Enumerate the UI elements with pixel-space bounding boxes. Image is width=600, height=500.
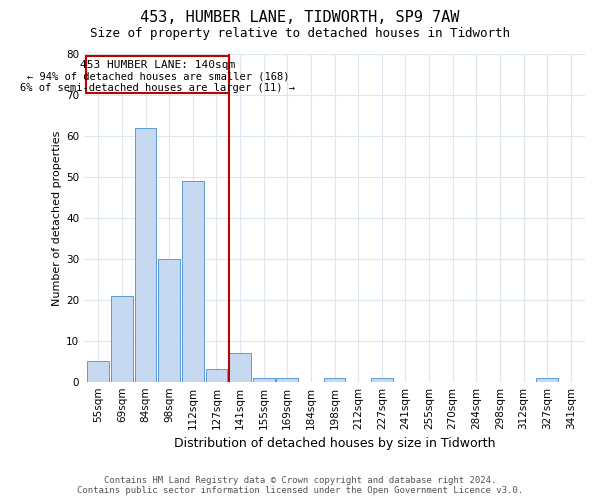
Y-axis label: Number of detached properties: Number of detached properties xyxy=(52,130,62,306)
Bar xyxy=(536,378,558,382)
Bar xyxy=(206,370,227,382)
Text: Contains HM Land Registry data © Crown copyright and database right 2024.
Contai: Contains HM Land Registry data © Crown c… xyxy=(77,476,523,495)
Bar xyxy=(88,361,109,382)
Bar xyxy=(111,296,133,382)
Bar xyxy=(323,378,346,382)
FancyBboxPatch shape xyxy=(86,56,229,93)
X-axis label: Distribution of detached houses by size in Tidworth: Distribution of detached houses by size … xyxy=(174,437,495,450)
Bar xyxy=(277,378,298,382)
Bar xyxy=(158,259,180,382)
Text: 453, HUMBER LANE, TIDWORTH, SP9 7AW: 453, HUMBER LANE, TIDWORTH, SP9 7AW xyxy=(140,10,460,25)
Bar xyxy=(134,128,157,382)
Bar xyxy=(371,378,392,382)
Text: 453 HUMBER LANE: 140sqm: 453 HUMBER LANE: 140sqm xyxy=(80,60,235,70)
Text: 6% of semi-detached houses are larger (11) →: 6% of semi-detached houses are larger (1… xyxy=(20,82,295,92)
Bar xyxy=(229,353,251,382)
Text: ← 94% of detached houses are smaller (168): ← 94% of detached houses are smaller (16… xyxy=(26,72,289,82)
Text: Size of property relative to detached houses in Tidworth: Size of property relative to detached ho… xyxy=(90,28,510,40)
Bar xyxy=(253,378,275,382)
Bar xyxy=(182,181,203,382)
